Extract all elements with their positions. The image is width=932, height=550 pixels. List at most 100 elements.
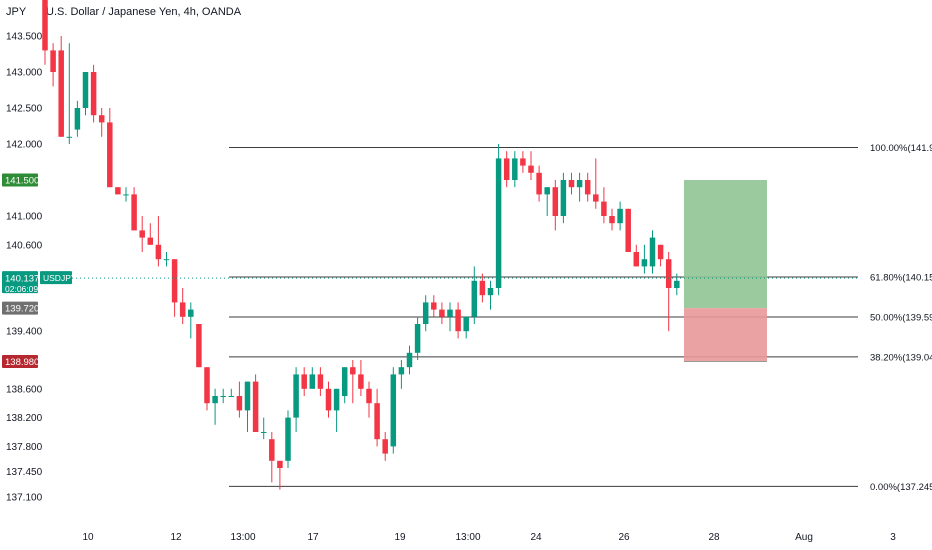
candle-body[interactable] bbox=[204, 367, 210, 404]
candle-body[interactable] bbox=[471, 280, 478, 317]
candle-body[interactable] bbox=[212, 396, 218, 404]
candle-body[interactable] bbox=[66, 136, 73, 138]
fib-level-label: 100.00%(141.951) - bbox=[870, 143, 932, 154]
candle-body[interactable] bbox=[277, 460, 283, 468]
candle-body[interactable] bbox=[42, 0, 48, 51]
candle-body[interactable] bbox=[341, 367, 348, 396]
candle-body[interactable] bbox=[439, 309, 445, 317]
symbol-badge[interactable] bbox=[40, 271, 72, 285]
candle-body[interactable] bbox=[179, 302, 186, 317]
candle-body[interactable] bbox=[107, 122, 113, 188]
candle-body[interactable] bbox=[528, 165, 534, 173]
candle-body[interactable] bbox=[584, 180, 591, 195]
fib-level-label: 38.20%(139.043) - bbox=[870, 352, 932, 363]
candle-body[interactable] bbox=[58, 50, 64, 137]
candle-body[interactable] bbox=[576, 180, 583, 188]
candle-body[interactable] bbox=[641, 259, 648, 267]
candle-body[interactable] bbox=[309, 374, 316, 389]
candle-body[interactable] bbox=[163, 259, 170, 261]
x-tick-label: 17 bbox=[307, 532, 319, 543]
entry-price-badge[interactable] bbox=[2, 301, 38, 315]
candle-body[interactable] bbox=[325, 388, 332, 411]
candle-body[interactable] bbox=[633, 252, 640, 267]
candle-body[interactable] bbox=[601, 201, 607, 216]
candle-body[interactable] bbox=[220, 396, 226, 397]
candle-body[interactable] bbox=[269, 439, 275, 461]
candle-body[interactable] bbox=[463, 316, 469, 332]
candle-body[interactable] bbox=[479, 280, 486, 296]
candle-body[interactable] bbox=[487, 288, 494, 296]
candle-body[interactable] bbox=[568, 180, 575, 188]
candle-body[interactable] bbox=[155, 244, 162, 260]
candle-body[interactable] bbox=[552, 187, 559, 216]
candle-body[interactable] bbox=[301, 374, 307, 389]
x-tick-label: 26 bbox=[618, 532, 630, 543]
candle-body[interactable] bbox=[50, 50, 56, 72]
candle-body[interactable] bbox=[665, 259, 672, 288]
candle-body[interactable] bbox=[188, 309, 194, 317]
candle-body[interactable] bbox=[115, 187, 121, 195]
candle-body[interactable] bbox=[374, 403, 380, 440]
candle-body[interactable] bbox=[414, 324, 421, 353]
candle-body[interactable] bbox=[536, 172, 542, 195]
take-profit-badge-text: 141.500 bbox=[5, 176, 39, 187]
candle-body[interactable] bbox=[649, 237, 656, 267]
position-target-zone[interactable] bbox=[684, 180, 767, 309]
candle-body[interactable] bbox=[609, 216, 615, 224]
candle-body[interactable] bbox=[82, 72, 89, 108]
candle-body[interactable] bbox=[447, 309, 453, 317]
candle-body[interactable] bbox=[293, 374, 299, 418]
candle-body[interactable] bbox=[98, 115, 105, 123]
candle-body[interactable] bbox=[333, 388, 340, 411]
candle-body[interactable] bbox=[131, 194, 137, 231]
y-tick-label: 137.100 bbox=[6, 492, 43, 503]
candle-body[interactable] bbox=[123, 194, 129, 196]
candle-body[interactable] bbox=[252, 381, 259, 432]
candle-body[interactable] bbox=[674, 280, 680, 288]
x-tick-label: 28 bbox=[708, 532, 720, 543]
candle-body[interactable] bbox=[350, 367, 356, 375]
candle-body[interactable] bbox=[422, 302, 429, 324]
candle-body[interactable] bbox=[657, 244, 664, 260]
candle-body[interactable] bbox=[74, 108, 81, 130]
candle-body[interactable] bbox=[593, 194, 599, 202]
candle-body[interactable] bbox=[431, 302, 437, 310]
candle-body[interactable] bbox=[544, 187, 550, 195]
candle-body[interactable] bbox=[560, 180, 567, 216]
symbol-badge-text: USDJPY bbox=[43, 273, 77, 283]
candle-body[interactable] bbox=[390, 374, 397, 447]
last-price-badge-text: 140.137 bbox=[5, 274, 39, 285]
candle-body[interactable] bbox=[366, 388, 372, 404]
candle-body[interactable] bbox=[455, 309, 461, 332]
last-price-badge[interactable] bbox=[2, 271, 38, 294]
y-tick-label: 138.600 bbox=[6, 384, 43, 395]
candle-body[interactable] bbox=[512, 158, 518, 180]
candle-body[interactable] bbox=[406, 352, 413, 368]
stop-loss-badge[interactable] bbox=[2, 354, 38, 368]
candle-body[interactable] bbox=[260, 432, 267, 433]
candle-body[interactable] bbox=[244, 381, 251, 411]
candle-body[interactable] bbox=[317, 374, 324, 389]
candle-body[interactable] bbox=[382, 439, 388, 454]
candle-body[interactable] bbox=[228, 396, 235, 397]
position-stop-zone[interactable] bbox=[684, 308, 767, 362]
candle-body[interactable] bbox=[196, 324, 202, 368]
candle-body[interactable] bbox=[90, 72, 97, 116]
y-tick-label: 138.200 bbox=[6, 413, 43, 424]
fib-level-label: 50.00%(139.598) - bbox=[870, 312, 932, 323]
candle-body[interactable] bbox=[147, 237, 154, 245]
x-tick-label: 10 bbox=[82, 532, 94, 543]
candle-body[interactable] bbox=[358, 374, 364, 389]
candle-body[interactable] bbox=[285, 417, 291, 461]
candle-body[interactable] bbox=[398, 367, 405, 375]
candle-body[interactable] bbox=[236, 396, 243, 411]
candle-body[interactable] bbox=[171, 259, 178, 303]
candle-body[interactable] bbox=[503, 158, 510, 180]
candle-body[interactable] bbox=[617, 208, 623, 224]
candle-body[interactable] bbox=[625, 208, 631, 252]
candle-body[interactable] bbox=[139, 230, 145, 238]
take-profit-badge[interactable] bbox=[2, 173, 38, 187]
candle-body[interactable] bbox=[520, 158, 526, 166]
candle-body[interactable] bbox=[495, 158, 502, 288]
